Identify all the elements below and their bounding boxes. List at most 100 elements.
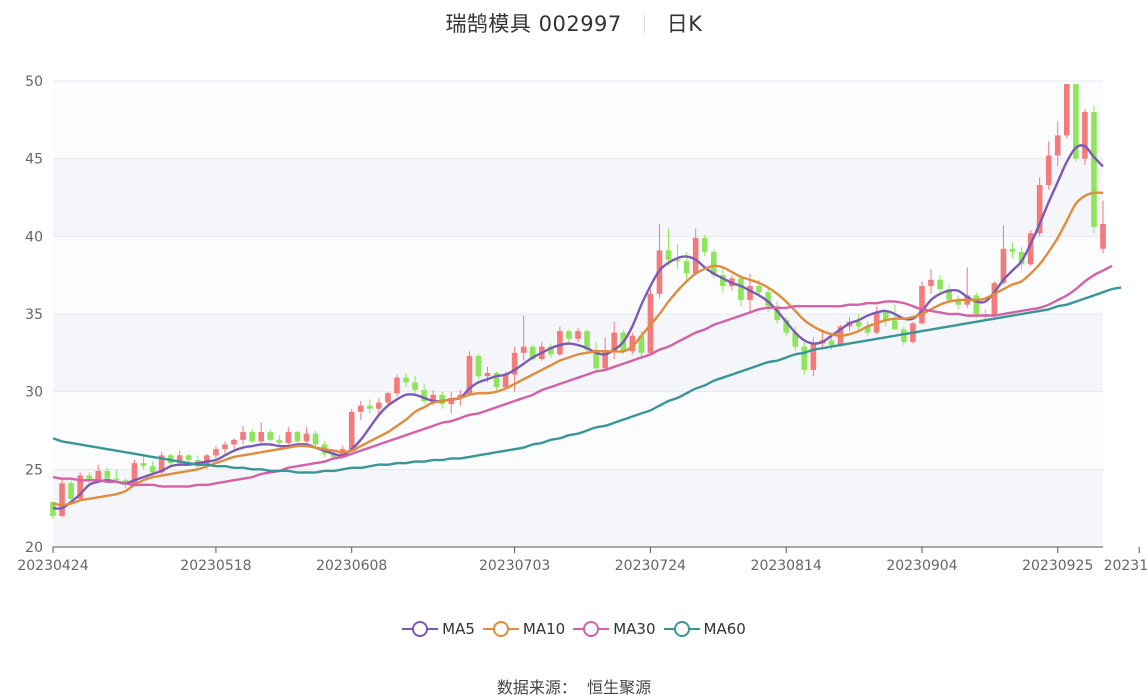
candle-body [937, 279, 943, 290]
plot-band [53, 236, 1103, 314]
candle-body [1054, 135, 1061, 156]
legend-label: MA30 [613, 620, 656, 638]
candle-body [176, 455, 183, 464]
y-tick-label: 20 [25, 540, 43, 556]
plot-band [53, 81, 1103, 159]
moving-average-lines [52, 144, 1122, 510]
y-tick-label: 50 [25, 74, 43, 90]
legend-item-ma30[interactable]: MA30 [573, 620, 656, 638]
candle-body [312, 433, 319, 445]
candle-body [457, 394, 464, 398]
candle-body [593, 349, 599, 369]
candle-body [357, 405, 364, 412]
ma-line-ma5 [52, 144, 1104, 510]
candle-body [448, 397, 455, 405]
legend-marker-icon [663, 621, 700, 637]
candle-body [701, 237, 708, 252]
candle-body [1073, 84, 1079, 159]
x-tick-label: 20230814 [751, 558, 822, 574]
candle-body [520, 346, 527, 353]
candle-body [140, 463, 147, 467]
candle-body [892, 320, 898, 330]
candle-body [801, 346, 808, 370]
candle-body [149, 466, 156, 473]
candle-body [131, 463, 138, 485]
candle-body [394, 377, 400, 394]
candle-body [674, 259, 681, 262]
candle-body [403, 377, 409, 383]
candle-body [955, 300, 961, 305]
candle-body [222, 444, 228, 450]
candle-body [113, 478, 120, 481]
candle-body [783, 320, 789, 333]
candle-body [855, 321, 862, 327]
candle-body [1091, 112, 1097, 228]
candle-body [231, 439, 237, 445]
x-tick-label: 20230904 [886, 558, 957, 574]
plot-band [53, 391, 1103, 470]
candle-body [864, 326, 871, 333]
candle-body [720, 275, 726, 287]
y-tick-label: 30 [25, 385, 43, 401]
period-label: 日K [666, 12, 703, 36]
candle-body [267, 432, 274, 440]
candle-body [475, 355, 482, 377]
candle-body [919, 286, 925, 324]
candle-body [484, 373, 491, 377]
plot-band [53, 314, 1103, 392]
candle-body [421, 390, 427, 401]
candle-body [991, 282, 998, 316]
candle-body [529, 346, 536, 360]
legend-item-ma5[interactable]: MA5 [402, 620, 475, 638]
y-tick-label: 25 [25, 462, 43, 478]
candle-body [412, 382, 418, 391]
legend-marker-icon [402, 621, 439, 637]
source-label: 数据来源： [496, 678, 577, 697]
candle-body [348, 411, 355, 450]
candle-body [59, 483, 65, 516]
candle-body [1009, 248, 1016, 252]
candle-body [104, 470, 111, 479]
legend-marker-icon [482, 621, 519, 637]
candle-body [611, 332, 618, 352]
legend-label: MA10 [522, 620, 566, 638]
x-tick-label: 20230724 [615, 558, 686, 574]
candle-body [882, 312, 889, 321]
candle-body [240, 432, 246, 440]
candle-body [439, 394, 446, 405]
candle-body [213, 449, 219, 456]
candle-body [566, 331, 572, 339]
candle-body [928, 279, 934, 287]
data-source: 数据来源： 恒生聚源 [0, 674, 1148, 698]
candle-body [575, 331, 581, 339]
stock-name-code: 瑞鹄模具 002997 [445, 12, 622, 36]
candle-body [276, 439, 283, 443]
y-axis: 20 25 30 35 40 45 50 [25, 74, 43, 556]
title-divider [643, 15, 645, 33]
ma-line-ma60 [52, 286, 1122, 474]
candle-body [901, 329, 907, 342]
ma-line-ma30 [52, 264, 1113, 488]
y-tick-label: 35 [25, 307, 43, 323]
candle-body [502, 374, 509, 388]
candle-body [493, 373, 500, 388]
x-tick-label: 20230608 [316, 558, 387, 574]
legend-item-ma60[interactable]: MA60 [663, 620, 746, 638]
legend-item-ma10[interactable]: MA10 [482, 620, 566, 638]
source-value: 恒生聚源 [587, 678, 652, 697]
candle-body [466, 355, 473, 395]
candle-body [330, 453, 337, 457]
candle-body [710, 251, 717, 276]
candle-body [738, 278, 744, 301]
candle-body [665, 250, 672, 260]
candle-body [86, 475, 93, 481]
plot-bands [53, 81, 1103, 547]
candle-body [185, 455, 192, 461]
candle-body [430, 394, 436, 401]
legend-label: MA5 [442, 620, 475, 638]
candle-body [1018, 251, 1025, 265]
y-tick-label: 40 [25, 229, 43, 245]
x-tick-label: 20231023 [1104, 558, 1148, 574]
candle-body [683, 261, 690, 274]
candle-body [946, 289, 952, 301]
